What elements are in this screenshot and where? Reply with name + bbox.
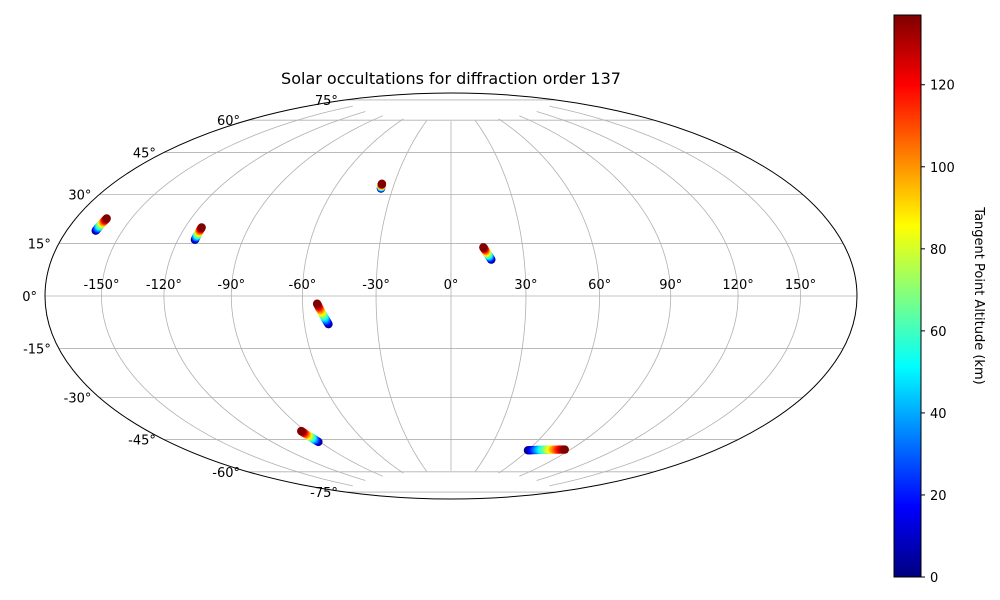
occultation-point [312,299,322,308]
occultation-point [560,445,569,454]
latitude-tick-label: -15° [23,343,51,358]
latitude-tick-label: 60° [217,114,240,129]
longitude-gridline [375,120,427,472]
occultation-point [197,223,206,232]
colorbar: 0 20 40 60 80 100 120 Tangent Point Altitude (… [893,14,986,586]
longitude-gridline [301,118,404,474]
colorbar-label: Tangent Point Altitude (km) [971,206,986,384]
occultation-point [377,179,387,189]
longitude-tick-label: 60° [588,278,611,293]
longitude-tick-label: -30° [362,278,390,293]
tick-labels: -150° -120° -90° -60° -30° 0° 30° 60° 90° 120° 150… [22,94,816,501]
latitude-tick-label: 30° [68,189,91,204]
longitude-tick-label: -120° [146,278,182,293]
longitude-tick-label: -60° [289,278,317,293]
colorbar-tick-label: 40 [930,407,947,422]
colorbar-tick-label: 120 [930,79,955,94]
latitude-tick-label: 0° [22,290,37,305]
colorbar-tick-label: 80 [930,243,947,258]
latitude-tick-label: -45° [128,434,156,449]
latitude-tick-label: 75° [315,94,338,109]
colorbar-tick-label: 100 [930,161,955,176]
longitude-gridline [163,111,366,481]
longitude-gridline [475,120,527,472]
colorbar-gradient [893,14,922,578]
latitude-tick-label: 45° [133,146,156,161]
longitude-tick-label: 150° [785,278,816,293]
longitude-gridline [101,105,353,487]
occultation-point [297,426,306,436]
longitude-gridline [536,111,739,481]
longitude-tick-label: 90° [659,278,682,293]
longitude-gridline [230,115,383,477]
longitude-tick-label: -150° [83,278,119,293]
colorbar-tick-label: 60 [930,325,947,340]
longitude-tick-label: -90° [217,278,245,293]
longitude-tick-label: 0° [444,278,459,293]
colorbar-tick-label: 0 [930,571,938,586]
latitude-tick-label: 15° [28,237,51,252]
map-boundary [44,92,858,500]
longitude-tick-label: 120° [722,278,753,293]
latitude-tick-label: -75° [310,486,338,501]
longitude-gridline [498,118,601,474]
occultation-point [102,214,111,223]
grid-lines [45,99,857,493]
colorbar-tick-label: 20 [930,489,947,504]
data-points [91,179,569,455]
latitude-tick-label: -30° [64,392,92,407]
longitude-gridline [519,115,672,477]
latitude-tick-label: -60° [212,466,240,481]
occultation-point [479,243,488,252]
longitude-gridline [549,105,801,487]
chart-title: Solar occultations for diffraction order… [281,69,621,88]
longitude-tick-label: 30° [514,278,537,293]
